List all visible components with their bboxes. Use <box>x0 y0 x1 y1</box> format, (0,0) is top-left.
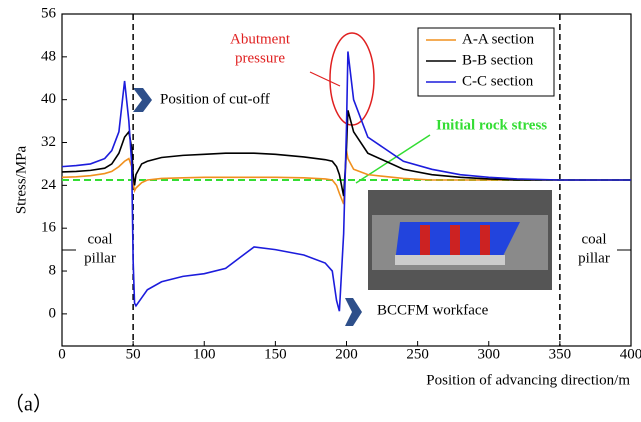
caption: （a） <box>4 393 53 416</box>
y-tick-label: 56 <box>41 5 57 21</box>
x-tick-label: 0 <box>58 346 66 362</box>
y-tick-label: 32 <box>41 134 56 150</box>
series-line <box>61 110 631 197</box>
x-axis-label: Position of advancing direction/m <box>426 372 630 388</box>
y-tick-label: 48 <box>41 48 56 64</box>
annotation: pressure <box>235 50 285 66</box>
annotation-line <box>355 134 431 184</box>
y-tick-label: 0 <box>49 305 57 321</box>
series-line <box>61 51 631 312</box>
annotation: Abutment <box>230 31 291 47</box>
reference-label: Initial rock stress <box>436 117 547 133</box>
x-tick-label: 400 <box>620 346 641 362</box>
x-tick-label: 200 <box>335 346 358 362</box>
annotation: pillar <box>578 250 610 266</box>
x-tick-label: 350 <box>549 346 572 362</box>
series-line <box>61 150 631 205</box>
highlight-ellipse <box>329 32 375 126</box>
annotation-arrow <box>309 71 341 87</box>
legend-label: C-C section <box>462 73 534 89</box>
y-tick-label: 8 <box>49 262 57 278</box>
x-tick-label: 300 <box>478 346 501 362</box>
arrow-icon <box>345 298 362 326</box>
y-axis-label: Stress/MPa <box>13 145 29 214</box>
y-tick-label: 24 <box>41 177 57 193</box>
annotation: coal <box>582 231 607 247</box>
x-tick-label: 150 <box>264 346 287 362</box>
inset-photo <box>368 190 552 290</box>
annotation: BCCFM workface <box>377 302 489 318</box>
y-tick-label: 16 <box>41 220 57 236</box>
x-tick-label: 50 <box>126 346 141 362</box>
legend-label: B-B section <box>462 52 534 68</box>
arrow-icon <box>133 88 152 112</box>
x-tick-label: 100 <box>193 346 216 362</box>
annotation: pillar <box>84 250 116 266</box>
legend-label: A-A section <box>462 31 535 47</box>
annotation: Position of cut-off <box>160 91 270 107</box>
annotation: coal <box>88 231 113 247</box>
x-tick-label: 250 <box>406 346 429 362</box>
y-tick-label: 40 <box>41 91 56 107</box>
